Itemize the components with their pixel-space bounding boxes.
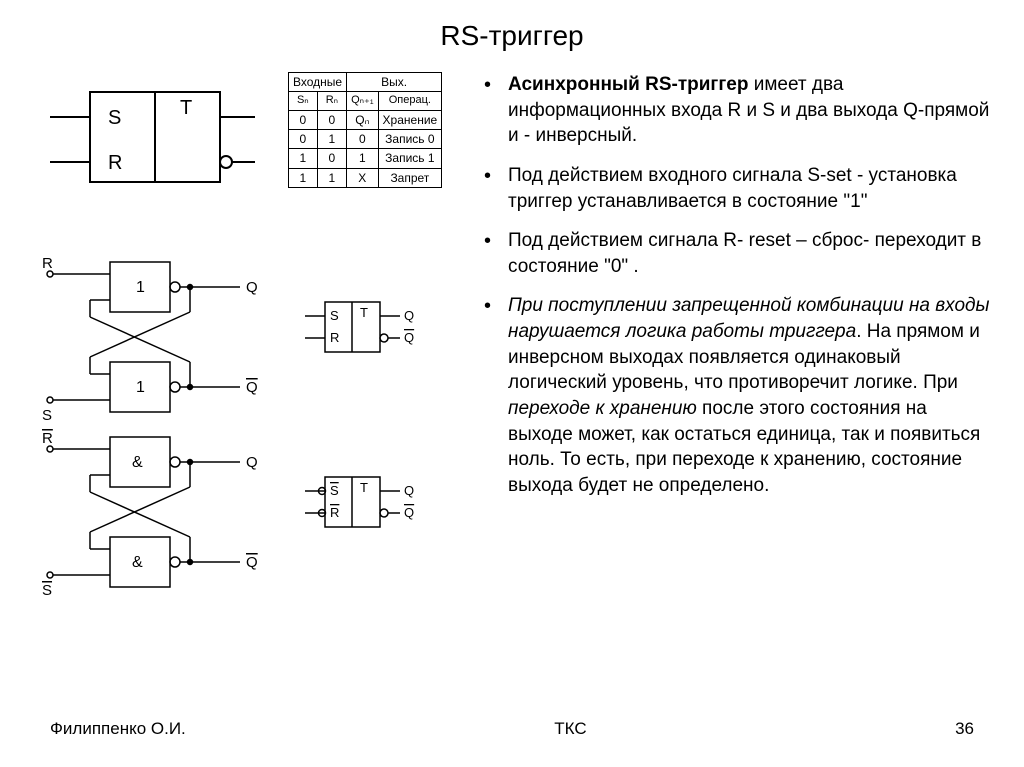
footer-author: Филиппенко О.И. bbox=[50, 719, 186, 739]
nand-gates-diagram: R S & & Q Q S R T Q Q bbox=[30, 427, 460, 602]
text-column: Асинхронный RS-триггер имеет два информа… bbox=[480, 72, 994, 602]
label-Sbar: S bbox=[42, 582, 52, 599]
table-row: 00QₙХранение bbox=[289, 110, 442, 129]
small-Qbar: Q bbox=[404, 330, 414, 345]
content-row: S R T Входные Вых. Sₙ Rₙ Qₙ₊₁ Операц. 00… bbox=[30, 72, 994, 602]
bullet-1: Асинхронный RS-триггер имеет два информа… bbox=[508, 72, 994, 149]
small-T: T bbox=[360, 305, 368, 320]
th-out: Вых. bbox=[347, 73, 442, 92]
b1-bold: Асинхронный RS-триггер bbox=[508, 74, 748, 95]
th-in: Входные bbox=[289, 73, 347, 92]
small-Q: Q bbox=[404, 308, 414, 323]
label-Rbar: R bbox=[42, 430, 53, 447]
truth-table: Входные Вых. Sₙ Rₙ Qₙ₊₁ Операц. 00QₙХран… bbox=[288, 72, 442, 188]
small-T: T bbox=[360, 480, 368, 495]
gate-sym: 1 bbox=[136, 279, 145, 296]
trigger-block-diagram: S R T bbox=[30, 72, 280, 212]
label-Qbar: Q bbox=[246, 554, 258, 571]
label-Q: Q bbox=[246, 279, 258, 296]
th-qn1: Qₙ₊₁ bbox=[347, 92, 378, 110]
footer: Филиппенко О.И. ТКС 36 bbox=[0, 719, 1024, 739]
th-op: Операц. bbox=[378, 92, 442, 110]
small-Sbar: S bbox=[330, 483, 339, 498]
bullet-4: При поступлении запрещенной комбинации н… bbox=[508, 293, 994, 498]
small-Rbar: R bbox=[330, 505, 339, 520]
label-Qbar: Q bbox=[246, 379, 258, 396]
label-R: R bbox=[108, 152, 122, 174]
bullet-3: Под действием сигнала R- reset – сброс- … bbox=[508, 228, 994, 279]
small-Qbar: Q bbox=[404, 505, 414, 520]
nor-gates-diagram: R S 1 1 Q Q S R T Q Q bbox=[30, 252, 460, 427]
footer-center: ТКС bbox=[554, 719, 586, 739]
gate-sym: 1 bbox=[136, 379, 145, 396]
diagrams-column: S R T Входные Вых. Sₙ Rₙ Qₙ₊₁ Операц. 00… bbox=[30, 72, 460, 602]
label-Q: Q bbox=[246, 454, 258, 471]
page-title: RS-триггер bbox=[30, 20, 994, 52]
th-rn: Rₙ bbox=[317, 92, 346, 110]
label-T: T bbox=[180, 97, 192, 119]
label-S: S bbox=[42, 407, 52, 424]
label-R: R bbox=[42, 255, 53, 272]
small-S: S bbox=[330, 308, 339, 323]
small-R: R bbox=[330, 330, 339, 345]
table-row: 11XЗапрет bbox=[289, 168, 442, 187]
table-row: 010Запись 0 bbox=[289, 129, 442, 148]
b4-i2: переходе к хранению bbox=[508, 398, 697, 419]
gate-sym: & bbox=[132, 454, 143, 471]
bullet-2: Под действием входного сигнала S-set - у… bbox=[508, 163, 994, 214]
table-row: 101Запись 1 bbox=[289, 149, 442, 168]
gate-sym: & bbox=[132, 554, 143, 571]
footer-page: 36 bbox=[955, 719, 974, 739]
small-Q: Q bbox=[404, 483, 414, 498]
label-S: S bbox=[108, 107, 121, 129]
th-sn: Sₙ bbox=[289, 92, 318, 110]
